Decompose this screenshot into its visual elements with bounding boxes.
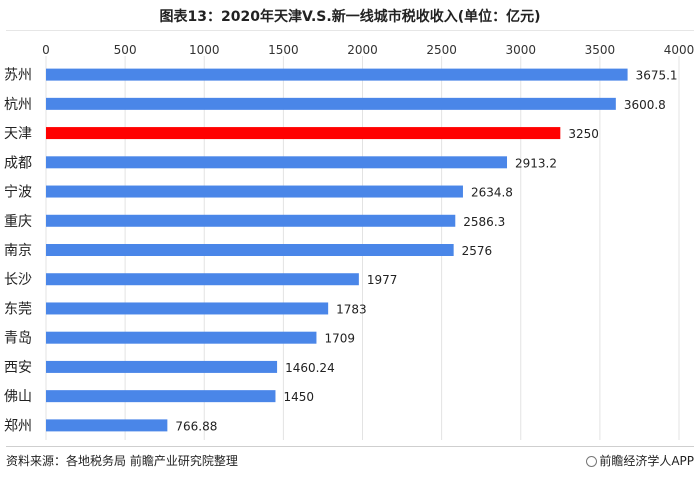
category-label: 成都: [4, 155, 32, 171]
value-label: 1450: [283, 390, 314, 404]
value-label: 2576: [462, 244, 493, 258]
bar-highlight: [46, 127, 561, 140]
bar: [46, 156, 508, 169]
bar: [46, 302, 329, 315]
category-label: 重庆: [4, 214, 32, 230]
value-label: 1977: [367, 273, 398, 287]
bar: [46, 419, 168, 432]
category-label: 宁波: [4, 184, 32, 201]
value-label: 1709: [324, 332, 355, 346]
value-label: 2634.8: [471, 186, 513, 200]
bar: [46, 273, 359, 286]
title-divider: [6, 30, 694, 31]
value-label: 2586.3: [463, 215, 505, 229]
x-tick-label: 1000: [189, 43, 220, 57]
category-label: 南京: [4, 243, 32, 259]
category-label: 西安: [4, 360, 32, 376]
x-tick-label: 4000: [664, 43, 695, 57]
value-label: 3600.8: [624, 98, 666, 112]
bar: [46, 360, 278, 373]
value-label: 1460.24: [285, 361, 335, 375]
bar: [46, 331, 317, 344]
bar: [46, 214, 456, 227]
brand-logo-icon: [586, 456, 598, 467]
category-label: 青岛: [4, 331, 32, 347]
bar: [46, 244, 454, 256]
x-tick-label: 500: [114, 43, 137, 57]
value-label: 2913.2: [515, 156, 557, 170]
x-tick-label: 1500: [268, 43, 299, 57]
value-label: 1783: [336, 302, 367, 316]
source-note: 资料来源：各地税务局 前瞻产业研究院整理: [6, 454, 238, 468]
value-labels: 3675.1 3600.8 3250 2913.2 2634.8 2586.3 2576 19…: [175, 69, 677, 434]
bar: [46, 185, 463, 198]
category-label: 东莞: [4, 301, 32, 317]
footer-divider: [6, 446, 694, 447]
value-label: 3675.1: [636, 69, 678, 83]
category-label: 天津: [4, 126, 32, 142]
x-tick-label: 3500: [585, 43, 616, 57]
category-label: 苏州: [4, 68, 32, 84]
category-label: 郑州: [4, 418, 32, 434]
bar: [46, 390, 276, 403]
value-label: 3250: [568, 127, 599, 141]
x-tick-label: 2000: [347, 43, 378, 57]
chart-title: 图表13：2020年天津V.S.新一线城市税收收入(单位：亿元): [159, 9, 541, 25]
bar: [46, 68, 628, 81]
bar: [46, 97, 616, 110]
brand-text: 前瞻经济学人APP: [599, 454, 694, 468]
x-axis-ticks: 0 500 1000 1500 2000 2500 3000 3500 4000: [42, 43, 694, 57]
brand-label: 前瞻经济学人APP: [586, 452, 694, 469]
value-label: 766.88: [175, 419, 217, 433]
x-tick-label: 2500: [426, 43, 457, 57]
category-label: 杭州: [4, 97, 32, 113]
category-label: 长沙: [4, 272, 32, 288]
bars: [46, 68, 628, 432]
x-tick-label: 3000: [505, 43, 536, 57]
category-label: 佛山: [4, 389, 32, 405]
x-tick-label: 0: [42, 43, 50, 57]
